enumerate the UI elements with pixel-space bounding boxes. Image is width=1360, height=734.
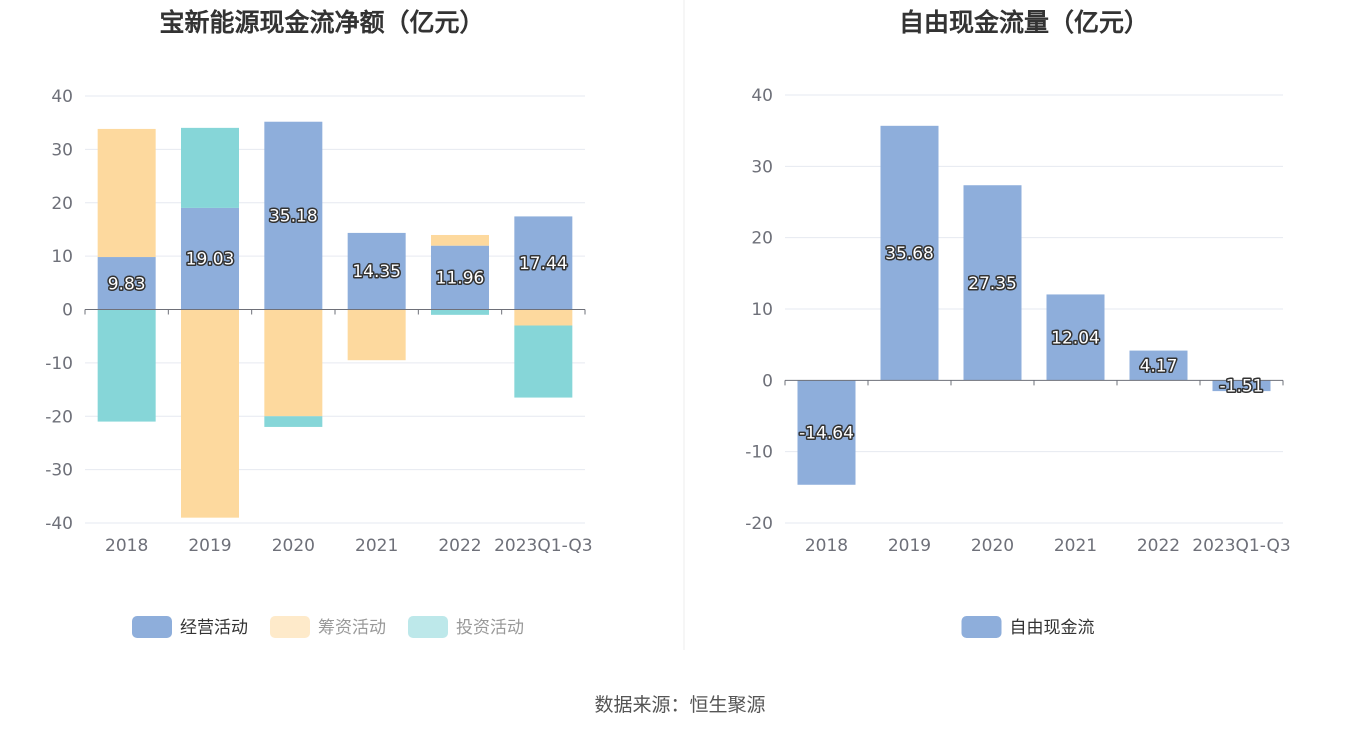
x-tick-label: 2022 bbox=[1137, 536, 1180, 556]
bar-operating-2019[interactable] bbox=[181, 207, 239, 310]
bar-free-cash-flow-2023Q1-Q3[interactable] bbox=[1212, 380, 1271, 392]
y-tick-label: -10 bbox=[745, 443, 773, 463]
x-tick-label: 2020 bbox=[971, 536, 1014, 556]
y-tick-label: 20 bbox=[51, 194, 73, 214]
y-tick-label: -30 bbox=[45, 461, 73, 481]
bar-financing-2018[interactable] bbox=[97, 128, 156, 258]
data-label: 35.18 bbox=[269, 207, 318, 227]
bar-investing-2019[interactable] bbox=[181, 127, 239, 208]
legend-item-operating[interactable]: 经营活动 bbox=[132, 616, 248, 638]
y-tick-label: 0 bbox=[62, 301, 73, 321]
legend-item-free-cash-flow[interactable]: 自由现金流 bbox=[961, 616, 1095, 638]
data-label: 11.96 bbox=[436, 269, 485, 289]
legend-label-operating: 经营活动 bbox=[180, 618, 248, 638]
bar-free-cash-flow-2022[interactable] bbox=[1129, 350, 1188, 381]
bar-financing-2021[interactable] bbox=[347, 309, 406, 361]
x-tick-label: 2021 bbox=[355, 536, 398, 556]
legend-swatch-financing bbox=[270, 616, 310, 638]
x-tick-label: 2020 bbox=[272, 536, 315, 556]
y-tick-label: 10 bbox=[751, 300, 773, 320]
y-tick-label: -20 bbox=[45, 407, 73, 427]
bar-financing-2019[interactable] bbox=[181, 309, 239, 518]
y-tick-label: 20 bbox=[751, 229, 773, 249]
bar-investing-2022[interactable] bbox=[431, 309, 489, 315]
data-label: 9.83 bbox=[108, 274, 146, 294]
chart-title: 自由现金流量（亿元） bbox=[899, 8, 1149, 37]
bar-investing-2020[interactable] bbox=[264, 416, 323, 427]
y-tick-label: 40 bbox=[751, 86, 773, 106]
x-tick-label: 2023Q1-Q3 bbox=[1192, 536, 1290, 556]
bar-financing-2022[interactable] bbox=[431, 234, 489, 246]
y-tick-label: -10 bbox=[45, 354, 73, 374]
data-label: -14.64 bbox=[799, 424, 854, 444]
legend-label-investing: 投资活动 bbox=[456, 618, 524, 638]
data-label: 17.44 bbox=[519, 254, 568, 274]
x-tick-label: 2018 bbox=[805, 536, 848, 556]
data-label: 4.17 bbox=[1140, 356, 1178, 376]
bar-operating-2023Q1-Q3[interactable] bbox=[514, 216, 573, 310]
legend-swatch-operating bbox=[132, 616, 172, 638]
x-tick-label: 2021 bbox=[1054, 536, 1097, 556]
y-tick-label: -40 bbox=[45, 514, 73, 534]
legend-item-financing[interactable]: 筹资活动 bbox=[270, 616, 386, 638]
y-tick-label: 10 bbox=[51, 247, 73, 267]
y-tick-label: 30 bbox=[751, 157, 773, 177]
data-label: 35.68 bbox=[885, 244, 934, 264]
bar-investing-2018[interactable] bbox=[97, 309, 156, 422]
y-tick-label: -20 bbox=[745, 514, 773, 534]
bar-investing-2023Q1-Q3[interactable] bbox=[514, 325, 573, 398]
bar-free-cash-flow-2018[interactable] bbox=[797, 380, 856, 485]
free-cash-flow-chart: 自由现金流量（亿元） 40 30 20 10 0 -10 -20 2018 2019 2020 202… bbox=[745, 8, 1291, 638]
bar-operating-2020[interactable] bbox=[264, 121, 323, 310]
bar-free-cash-flow-2019[interactable] bbox=[880, 125, 939, 381]
bar-free-cash-flow-2021[interactable] bbox=[1046, 294, 1105, 381]
x-tick-label: 2022 bbox=[438, 536, 481, 556]
bar-financing-2020[interactable] bbox=[264, 309, 323, 417]
legend-swatch-investing bbox=[408, 616, 448, 638]
data-label: 19.03 bbox=[186, 250, 235, 270]
bar-financing-2023Q1-Q3[interactable] bbox=[514, 309, 573, 326]
bar-free-cash-flow-2020[interactable] bbox=[963, 185, 1022, 381]
x-tick-label: 2019 bbox=[188, 536, 231, 556]
x-tick-label: 2018 bbox=[105, 536, 148, 556]
x-tick-label: 2023Q1-Q3 bbox=[494, 536, 592, 556]
bar-operating-2018[interactable] bbox=[97, 257, 156, 310]
legend-label-free-cash-flow: 自由现金流 bbox=[1010, 618, 1095, 638]
y-tick-label: 30 bbox=[51, 140, 73, 160]
data-label: 27.35 bbox=[968, 274, 1017, 294]
data-label: 14.35 bbox=[352, 262, 401, 282]
bar-operating-2021[interactable] bbox=[347, 232, 406, 310]
data-label: -1.51 bbox=[1220, 377, 1264, 397]
legend-swatch-free-cash-flow bbox=[961, 616, 1002, 638]
chart-title: 宝新能源现金流净额（亿元） bbox=[159, 8, 484, 37]
bar-operating-2022[interactable] bbox=[431, 245, 489, 310]
y-tick-label: 0 bbox=[762, 371, 773, 391]
legend-label-financing: 筹资活动 bbox=[318, 618, 386, 638]
y-tick-label: 40 bbox=[51, 87, 73, 107]
cash-flow-net-chart: 宝新能源现金流净额（亿元） 40 30 20 10 0 -10 -20 -30 -40 2018 20… bbox=[45, 8, 593, 638]
data-label: 12.04 bbox=[1051, 328, 1100, 348]
x-tick-label: 2019 bbox=[888, 536, 931, 556]
source-note: 数据来源：恒生聚源 bbox=[594, 694, 765, 716]
legend-item-investing[interactable]: 投资活动 bbox=[408, 616, 524, 638]
